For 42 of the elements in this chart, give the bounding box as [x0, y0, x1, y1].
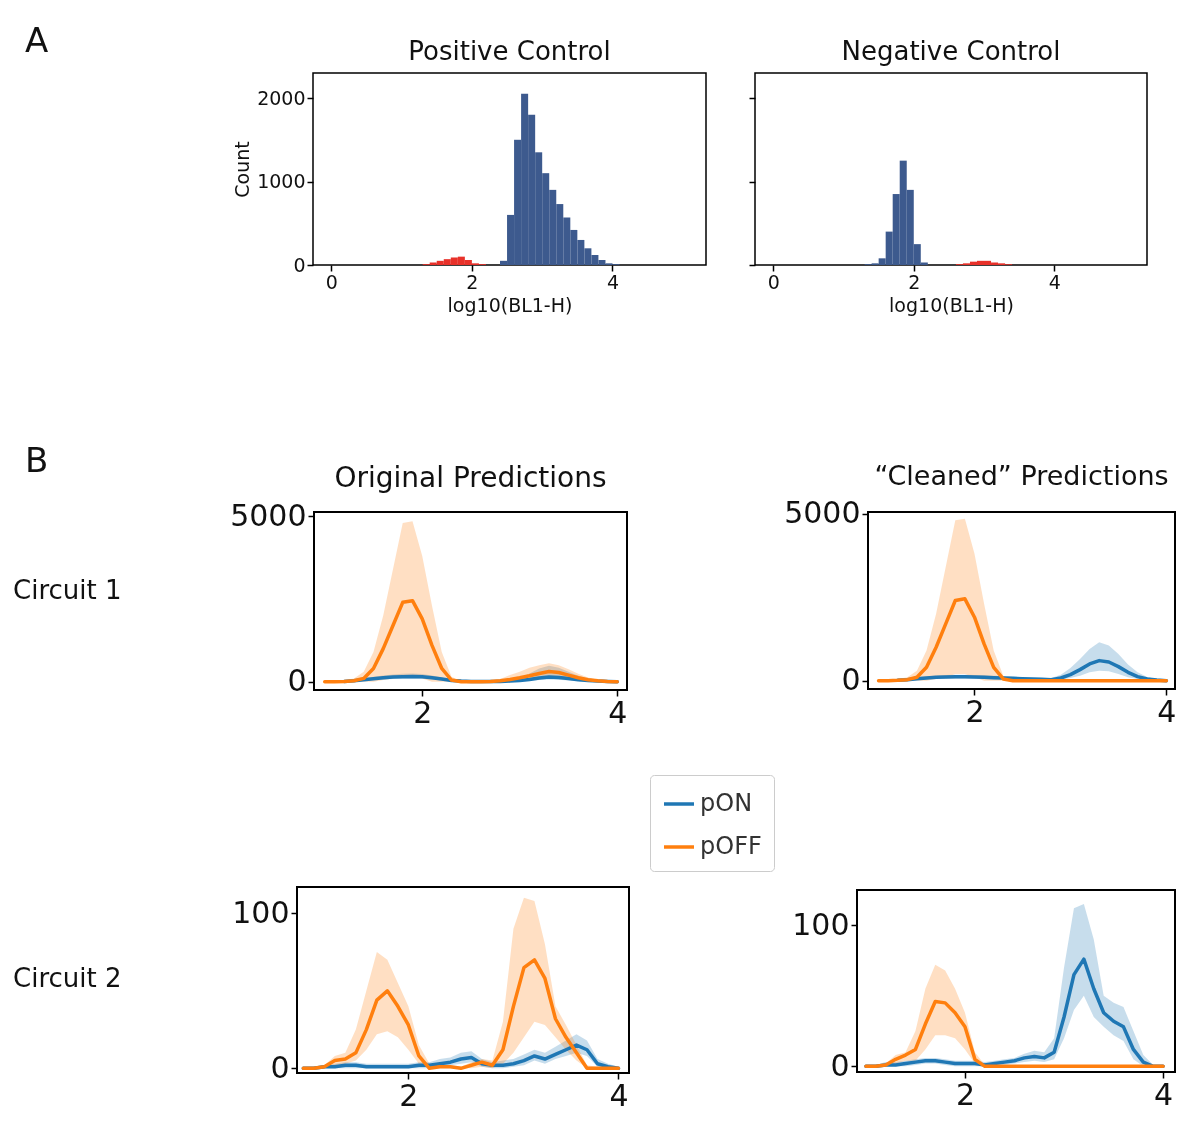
- y-tick-label: 5000: [784, 495, 861, 531]
- line-series: [876, 597, 1169, 683]
- y-tick-label: 2000: [257, 86, 306, 109]
- x-tick-label: 0: [325, 270, 338, 293]
- x-tick-label: 2: [908, 270, 921, 293]
- chart-title: Negative Control: [841, 36, 1061, 66]
- y-tick-label: 100: [232, 894, 290, 930]
- y-tick-label: 0: [841, 662, 861, 698]
- line-series: [322, 598, 619, 684]
- x-tick-label: 4: [609, 1077, 629, 1113]
- y-tick-label: 100: [792, 906, 850, 942]
- line-series: [301, 958, 621, 1071]
- y-tick-label: 0: [270, 1049, 290, 1085]
- chart-title: “Cleaned” Predictions: [874, 459, 1169, 491]
- x-tick-label: 4: [606, 270, 620, 293]
- text: A: [25, 20, 49, 60]
- text: B: [25, 440, 49, 480]
- x-tick-label: 2: [466, 270, 479, 293]
- x-tick-label: 2: [399, 1077, 419, 1113]
- x-tick-label: 4: [1154, 1076, 1174, 1112]
- legend-label: pOFF: [700, 832, 762, 860]
- line-series: [864, 999, 1165, 1069]
- y-tick-label: 1000: [257, 170, 306, 193]
- chart-title: Original Predictions: [334, 461, 607, 495]
- y-tick-label: 5000: [230, 497, 307, 533]
- x-tick-label: 4: [608, 694, 628, 730]
- y-tick-label: 0: [287, 663, 307, 699]
- y-tick-label: 0: [293, 253, 306, 276]
- x-tick-label: 2: [965, 693, 985, 729]
- x-tick-label: 2: [955, 1076, 976, 1112]
- text: Circuit 1: [13, 575, 122, 605]
- y-tick-label: 0: [830, 1047, 850, 1083]
- legend-label: pON: [700, 789, 753, 817]
- x-axis-title: log10(BL1-H): [889, 293, 1014, 316]
- x-tick-label: 4: [1048, 270, 1061, 293]
- text: Circuit 2: [13, 963, 122, 993]
- chart-title: Positive Control: [408, 36, 611, 66]
- x-tick-label: 2: [413, 694, 433, 730]
- x-axis-title: log10(BL1-H): [447, 293, 573, 316]
- y-axis-title: Count: [231, 141, 254, 198]
- x-tick-label: 0: [767, 270, 780, 293]
- x-tick-label: 4: [1157, 693, 1177, 729]
